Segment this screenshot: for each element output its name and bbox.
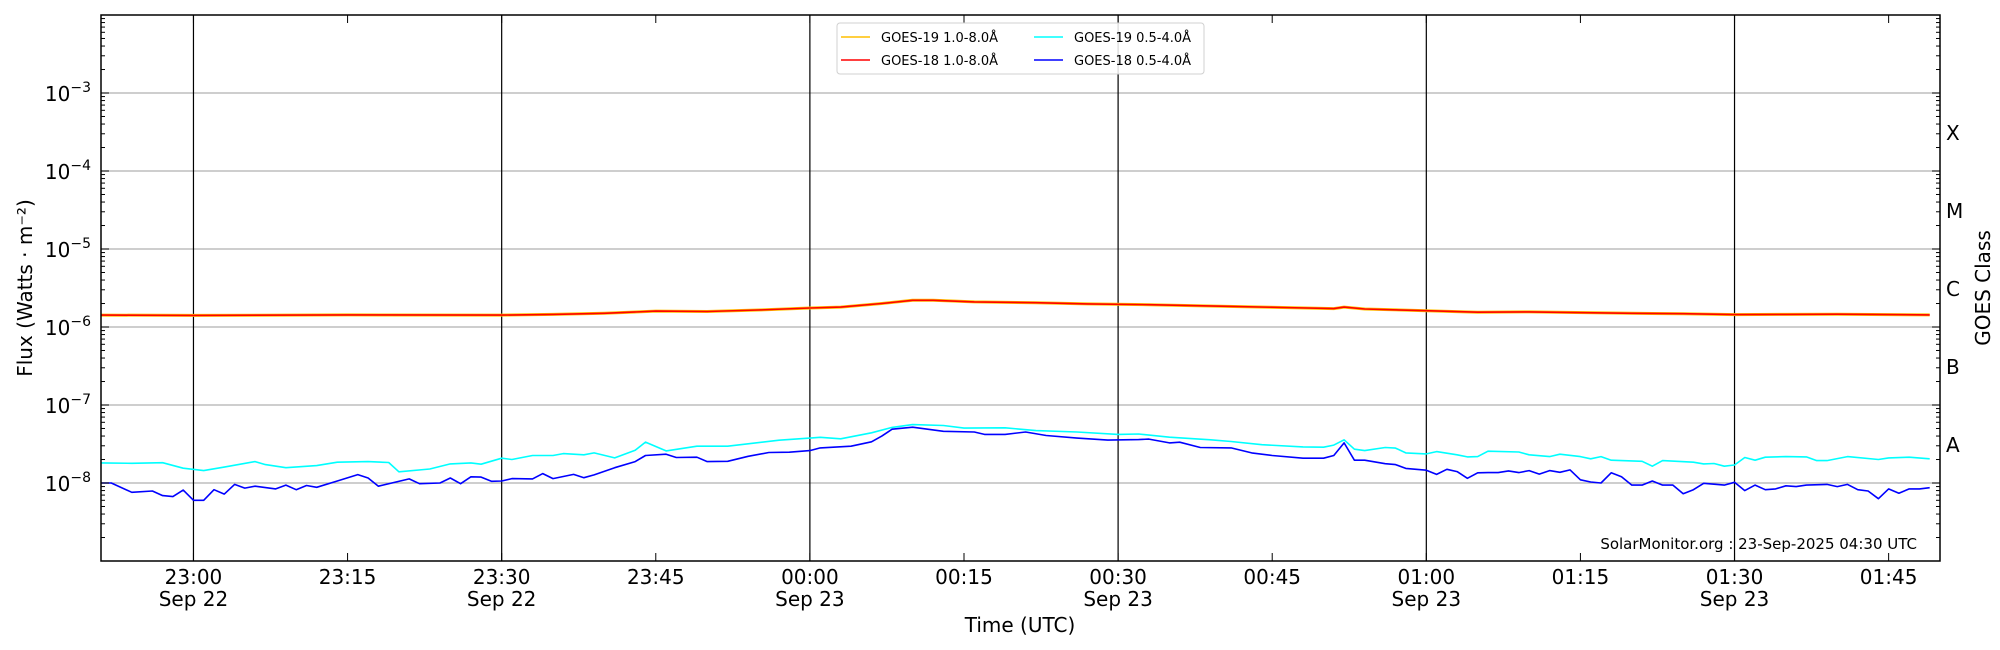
series-line-1: [100, 423, 1930, 473]
x-tick-label: 23:15: [319, 565, 377, 589]
legend-entry-label: GOES-19 1.0-8.0Å: [881, 30, 998, 46]
x-tick-label: 23:45: [627, 565, 685, 589]
x-tick-label: 00:15: [935, 565, 993, 589]
x-tick-label: 00:00: [781, 565, 839, 589]
watermark-annotation: SolarMonitor.org : 23-Sep-2025 04:30 UTC: [1600, 535, 1917, 553]
x-tick-date-label: Sep 23: [1083, 587, 1153, 611]
y-axis-label: Flux (Watts · m⁻²): [13, 199, 37, 377]
y-tick-label: 10−8: [45, 470, 91, 496]
grid: [101, 15, 1940, 561]
x-tick-label: 01:00: [1397, 565, 1455, 589]
x-tick-label: 00:45: [1243, 565, 1301, 589]
series-line-2: [100, 299, 1930, 317]
plot-frame: [100, 14, 1941, 562]
x-tick-date-label: Sep 23: [1700, 587, 1770, 611]
goes-class-label: A: [1946, 433, 1960, 457]
x-tick-label: 23:30: [473, 565, 531, 589]
x-tick-date-label: Sep 23: [775, 587, 845, 611]
legend-entry-label: GOES-18 1.0-8.0Å: [881, 53, 998, 69]
x-tick-label: 23:00: [165, 565, 223, 589]
legend-entry-label: GOES-19 0.5-4.0Å: [1074, 30, 1191, 46]
x-tick-label: 01:45: [1860, 565, 1918, 589]
legend: GOES-19 1.0-8.0Å GOES-19 0.5-4.0Å GOES-18 …: [836, 22, 1205, 75]
x-tick-date-label: Sep 22: [467, 587, 537, 611]
legend-entry-label: GOES-18 0.5-4.0Å: [1074, 53, 1191, 69]
x-tick-label: 01:15: [1552, 565, 1610, 589]
goes-class-label: X: [1946, 121, 1960, 145]
series-line-3: [101, 426, 1930, 502]
x-axis-label: Time (UTC): [964, 613, 1076, 637]
y-tick-label: 10−5: [45, 236, 91, 262]
goes-class-label: C: [1946, 277, 1960, 301]
goes-class-label: M: [1946, 199, 1963, 223]
series-lines: [100, 298, 1930, 502]
legend-box: [836, 22, 1205, 75]
x-tick-date-label: Sep 23: [1392, 587, 1462, 611]
y-tick-label: 10−7: [45, 392, 91, 418]
y-tick-label: 10−4: [45, 158, 91, 184]
x-tick-date-label: Sep 22: [159, 587, 229, 611]
right-y-axis-label: GOES Class: [1971, 230, 1995, 346]
y-tick-label: 10−3: [45, 80, 91, 106]
goes-class-label: B: [1946, 355, 1960, 379]
x-tick-label: 00:30: [1089, 565, 1147, 589]
x-tick-label: 01:30: [1706, 565, 1764, 589]
y-tick-label: 10−6: [45, 314, 91, 340]
